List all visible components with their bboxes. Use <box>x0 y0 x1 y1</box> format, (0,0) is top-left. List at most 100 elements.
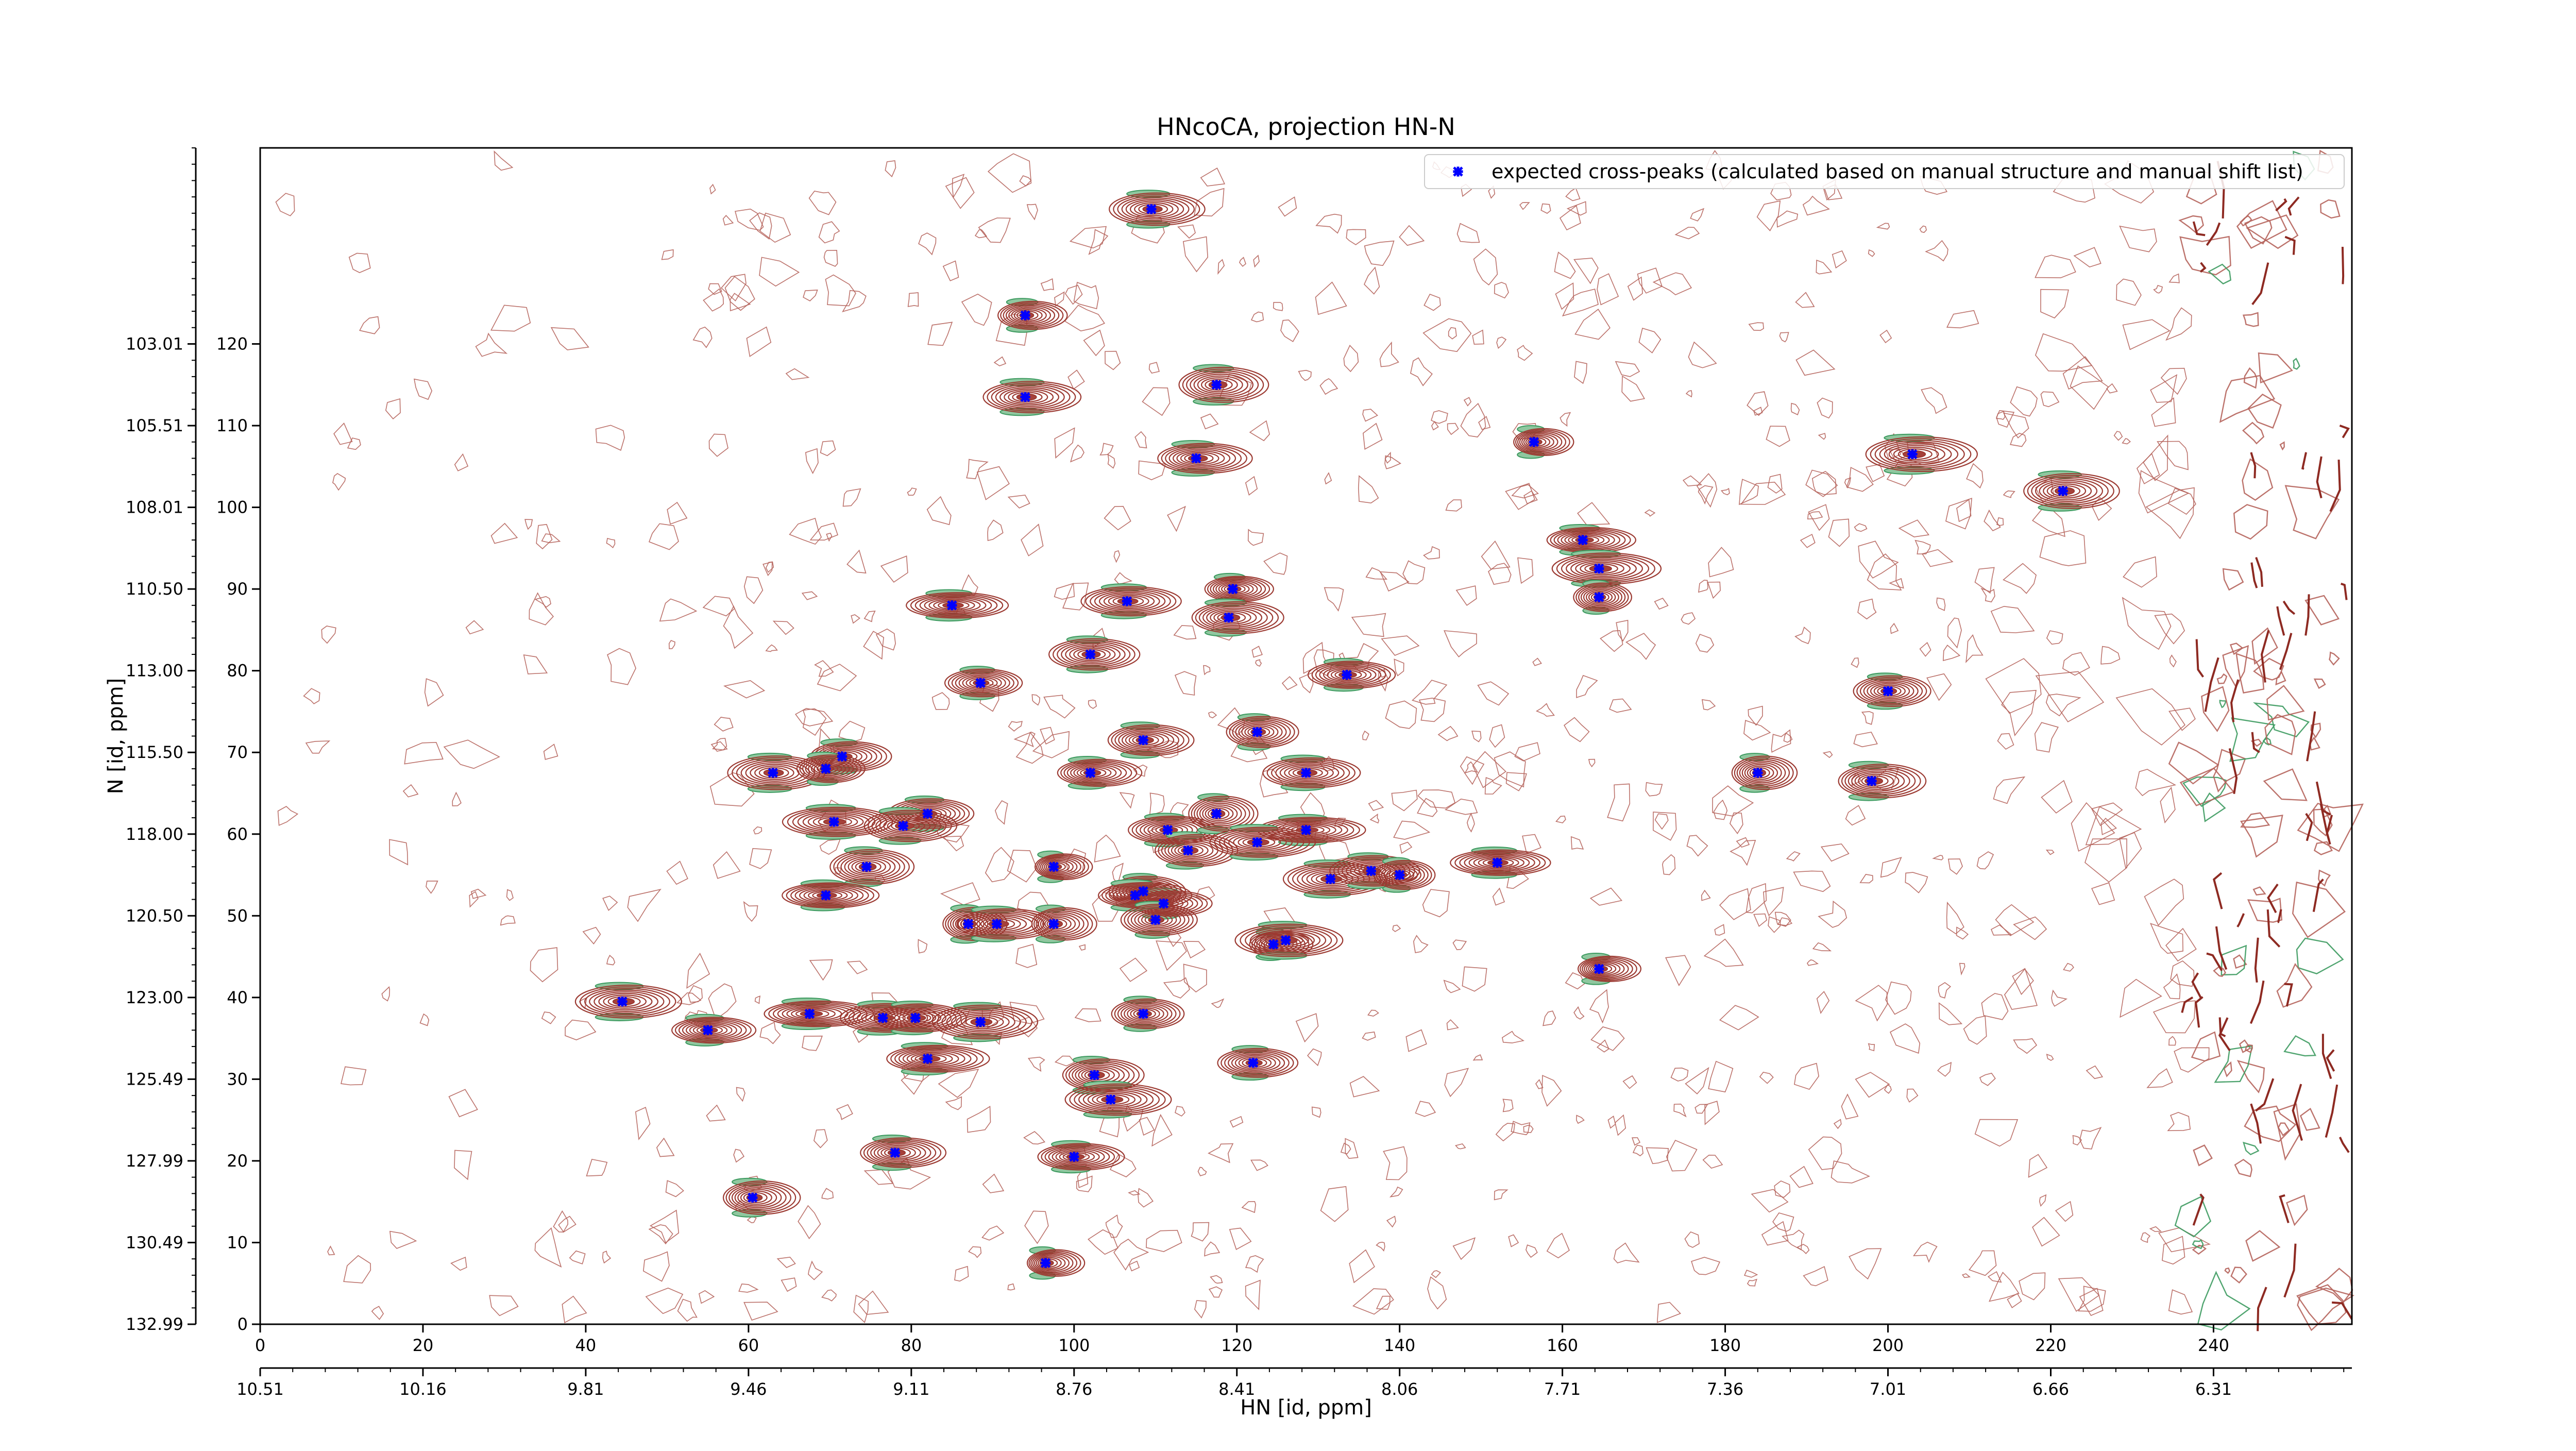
peak-contour <box>1000 302 1064 329</box>
peak-contour <box>886 1044 990 1073</box>
cross-peak-marker <box>2058 486 2068 496</box>
noise-contour <box>2285 1194 2308 1226</box>
noise-contour <box>743 901 758 922</box>
noise-contour <box>1511 484 1539 499</box>
peak-contour <box>1513 428 1574 456</box>
noise-contour <box>2257 1287 2267 1331</box>
y-tick-label: 50 <box>227 906 248 925</box>
peak-contour <box>1117 195 1195 223</box>
noise-contour <box>389 1230 417 1249</box>
noise-contour <box>1990 924 2012 936</box>
noise-contour <box>2192 221 2206 237</box>
noise-contour <box>821 1289 837 1302</box>
noise-contour <box>1069 226 1107 249</box>
noise-contour <box>1363 423 1383 450</box>
noise-contour <box>1719 888 1751 920</box>
noise-contour <box>541 1011 556 1024</box>
peak-contour <box>2046 483 2087 499</box>
noise-contour <box>723 680 766 699</box>
noise-contour <box>1104 505 1131 531</box>
noise-contour <box>1945 497 1973 530</box>
y-tick-label: 110 <box>216 416 248 435</box>
peak-contour <box>1221 1049 1294 1076</box>
noise-contour <box>853 1294 869 1323</box>
noise-contour <box>1763 887 1784 917</box>
noise-contour <box>2315 781 2331 816</box>
peak-contour <box>877 1144 921 1161</box>
noise-contour <box>2260 630 2270 683</box>
noise-contour <box>1139 1117 1155 1136</box>
noise-contour <box>2199 262 2207 273</box>
noise-contour <box>1597 1039 1609 1053</box>
noise-contour <box>1349 1249 1375 1284</box>
peak-contour <box>1844 767 1916 795</box>
noise-contour <box>1968 1250 1997 1276</box>
noise-contour <box>553 1210 569 1233</box>
peak-contour <box>777 1004 855 1023</box>
noise-contour <box>907 292 919 307</box>
noise-contour <box>2046 630 2063 645</box>
noise-contour <box>1024 1210 1049 1244</box>
noise-contour <box>724 276 755 311</box>
peak-contour <box>1114 1000 1181 1028</box>
noise-contour <box>1217 259 1225 275</box>
noise-contour <box>1566 201 1587 216</box>
peak-contour <box>840 854 901 880</box>
noise-contour <box>1481 541 1511 570</box>
y2-tick-label: 103.01 <box>126 334 183 354</box>
peak-contour <box>584 988 670 1016</box>
peak-contour <box>1238 835 1281 849</box>
noise-contour <box>2233 504 2268 540</box>
noise-contour <box>818 221 840 244</box>
noise-contour <box>712 737 727 751</box>
noise-contour <box>2003 490 2015 498</box>
noise-contour <box>1391 789 1418 812</box>
peak-contour <box>898 1049 972 1069</box>
noise-contour <box>2325 1084 2338 1138</box>
noise-contour <box>1489 724 1505 748</box>
noise-contour <box>1402 560 1426 584</box>
peak-contour <box>933 599 975 611</box>
noise-contour <box>1818 900 1848 928</box>
peak-contour <box>1196 801 1246 826</box>
noise-contour <box>1979 1072 1996 1086</box>
noise-contour <box>1405 1029 1427 1052</box>
noise-contour <box>1833 1119 1842 1129</box>
noise-contour <box>2319 803 2331 845</box>
noise-contour <box>2115 688 2185 746</box>
noise-contour <box>1298 369 1312 381</box>
noise-contour <box>2206 952 2223 971</box>
noise-contour <box>1514 742 1540 762</box>
peak-contour <box>1874 440 1965 469</box>
peak-contour <box>1217 612 1246 623</box>
noise-contour <box>2162 1236 2185 1265</box>
noise-contour <box>607 648 636 685</box>
noise-contour <box>1362 1031 1376 1041</box>
cross-peak-marker <box>804 1008 815 1019</box>
peak-contour <box>1069 646 1116 663</box>
peak-contour <box>1464 853 1535 872</box>
noise-contour <box>1203 665 1211 676</box>
peak-contour <box>1260 932 1315 949</box>
noise-contour <box>2045 694 2081 717</box>
noise-contour <box>808 191 837 215</box>
noise-contour <box>2341 582 2348 600</box>
noise-contour <box>562 1295 587 1324</box>
noise-contour <box>1352 1288 1394 1315</box>
noise-contour <box>1576 674 1598 698</box>
peak-contour <box>1202 804 1238 823</box>
noise-contour <box>966 459 989 479</box>
peak-contour <box>1386 867 1418 883</box>
peak-contour <box>1235 720 1287 744</box>
peak-contour <box>1391 870 1411 880</box>
noise-contour <box>1505 772 1527 791</box>
peak-contour <box>1747 765 1774 780</box>
peak-contour <box>674 1018 752 1042</box>
noise-contour <box>1956 926 1969 940</box>
peak-contour <box>812 891 843 900</box>
noise-contour <box>875 628 896 651</box>
noise-contour <box>1208 1143 1234 1163</box>
noise-contour <box>371 1306 384 1320</box>
peak-contour <box>1749 767 1770 779</box>
